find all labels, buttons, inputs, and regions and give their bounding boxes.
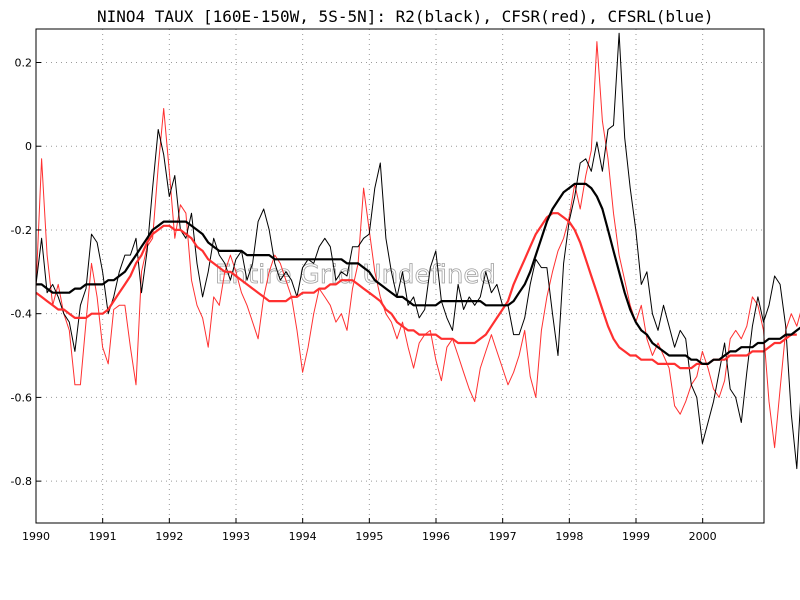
series-line-red-monthly	[35, 41, 800, 449]
plot-frame	[35, 28, 765, 524]
series-line-red-smoothed	[35, 212, 797, 370]
x-tick-label: 1996	[422, 530, 450, 543]
x-tick-label: 1994	[289, 530, 317, 543]
x-tick-label: 1998	[555, 530, 583, 543]
y-tick-label: -0.2	[11, 224, 32, 237]
y-tick-label: -0.8	[11, 475, 32, 488]
series-line-black-smoothed	[36, 182, 800, 365]
axis-ticks: 1990 1991 1992 1993 1994 1995 1996 1997 1998 1999…	[11, 56, 717, 543]
x-tick-label: 1997	[489, 530, 517, 543]
series-line-black-monthly	[35, 32, 800, 470]
y-tick-label: 0	[25, 140, 32, 153]
x-tick-label: 1993	[222, 530, 250, 543]
x-tick-label: 1995	[355, 530, 383, 543]
x-tick-label: 2000	[689, 530, 717, 543]
y-tick-label: 0.2	[15, 56, 33, 69]
series-group	[35, 32, 800, 470]
x-tick-label: 1991	[89, 530, 117, 543]
x-tick-label: 1992	[155, 530, 183, 543]
x-tick-label: 1990	[22, 530, 50, 543]
chart-title: NINO4 TAUX [160E-150W, 5S-5N]: R2(black)…	[97, 7, 714, 26]
y-tick-label: -0.4	[11, 308, 32, 321]
x-tick-label: 1999	[622, 530, 650, 543]
y-tick-label: -0.6	[11, 391, 32, 404]
